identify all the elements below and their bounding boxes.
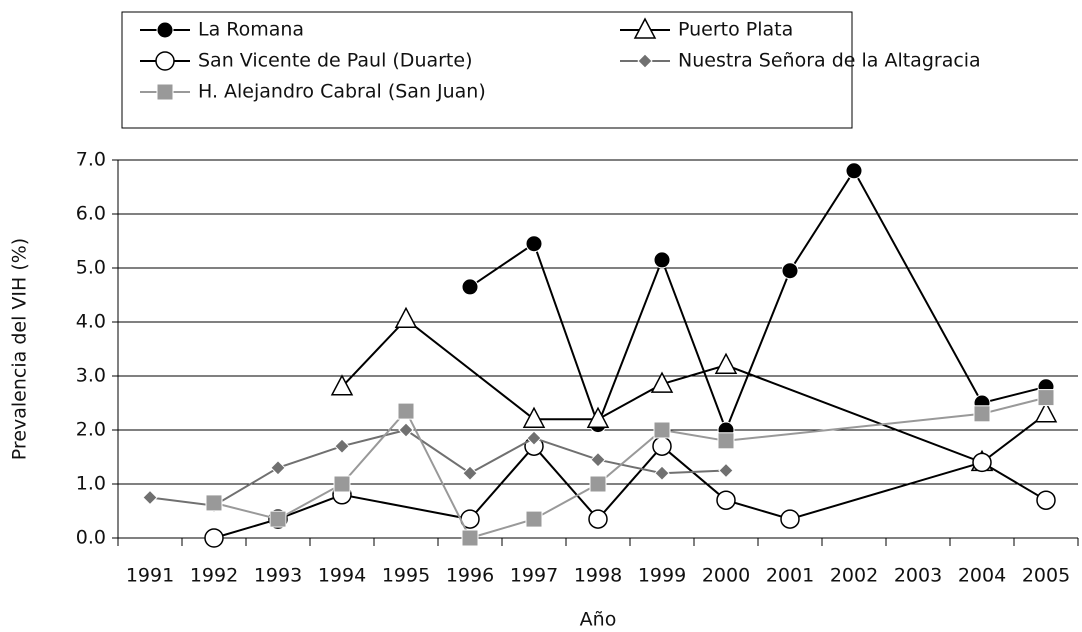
marker [398,422,414,438]
series [205,389,1055,547]
marker [718,462,734,479]
x-tick-label: 2002 [830,565,878,587]
marker [590,451,606,468]
y-tick-label: 3.0 [76,365,106,387]
x-tick-label: 1999 [638,565,686,587]
series [142,422,734,514]
series [204,436,1056,548]
x-tick-label: 1991 [126,565,174,587]
marker [156,21,174,39]
x-tick-label: 1998 [574,565,622,587]
marker [973,405,991,423]
marker [270,460,286,476]
marker [637,53,653,69]
x-tick-label: 1992 [190,565,238,587]
marker [461,278,479,296]
marker [1037,389,1055,407]
x-tick-label: 1997 [510,565,558,587]
series-line [341,317,1047,464]
marker [156,83,174,101]
marker [654,465,670,481]
y-tick-label: 7.0 [76,149,106,171]
marker [525,510,543,528]
y-tick-label: 4.0 [76,311,106,333]
legend-label: Puerto Plata [678,19,793,41]
marker [522,406,546,428]
legend-label: San Vicente de Paul (Duarte) [198,50,473,72]
marker [397,402,415,420]
marker [205,494,223,512]
series [461,162,1055,439]
series-line [469,168,1047,433]
marker [330,374,354,396]
marker [525,235,543,253]
y-tick-label: 0.0 [76,527,106,549]
x-tick-label: 2000 [702,565,750,587]
marker [155,51,175,71]
legend-label: La Romana [198,19,304,41]
marker [845,162,863,180]
marker [650,371,674,393]
y-tick-label: 1.0 [76,473,106,495]
marker [462,465,478,481]
marker [526,430,542,446]
marker [588,509,608,529]
marker [394,306,418,329]
marker [781,262,799,280]
series-line [213,396,1047,540]
marker [716,490,736,510]
marker [780,509,800,529]
marker [589,475,607,493]
marker [142,489,158,506]
legend-label: Nuestra Señora de la Altagracia [678,50,981,72]
x-tick-label: 1993 [254,565,302,587]
marker [333,475,351,493]
marker [653,251,671,269]
y-tick-label: 6.0 [76,203,106,225]
x-tick-label: 2005 [1022,565,1070,587]
x-tick-label: 1994 [318,565,366,587]
marker [334,438,350,454]
marker [269,510,287,528]
legend-label: H. Alejandro Cabral (San Juan) [198,81,486,103]
x-tick-label: 2003 [894,565,942,587]
y-tick-label: 5.0 [76,257,106,279]
x-tick-label: 2001 [766,565,814,587]
marker [586,406,610,428]
marker [204,528,224,548]
x-tick-label: 1995 [382,565,430,587]
marker [653,421,671,439]
series [330,306,1058,472]
y-axis-title: Prevalencia del VIH (%) [9,238,31,460]
x-tick-label: 1996 [446,565,494,587]
y-tick-label: 2.0 [76,419,106,441]
series-line [149,428,727,507]
x-axis-title: Año [580,609,617,631]
marker [652,436,672,456]
marker [461,529,479,547]
marker [633,17,657,39]
legend-box [121,11,853,129]
marker [714,352,738,374]
marker [1034,401,1058,423]
x-tick-label: 2004 [958,565,1006,587]
marker [1036,490,1056,510]
marker [972,452,992,473]
marker [717,432,735,450]
